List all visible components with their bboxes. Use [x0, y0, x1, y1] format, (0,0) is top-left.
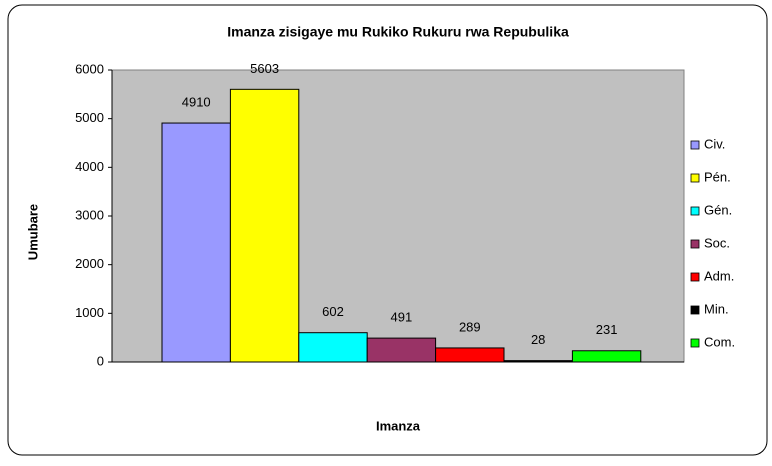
bar	[503, 360, 573, 363]
y-tick-label: 0	[97, 353, 104, 368]
bar	[435, 347, 505, 363]
legend-label: Soc.	[704, 235, 730, 250]
bar	[229, 88, 300, 363]
bar	[571, 350, 642, 363]
y-tick-label: 6000	[75, 61, 104, 76]
data-label: 289	[459, 319, 481, 334]
legend-swatch	[690, 338, 700, 348]
y-tick-label: 4000	[75, 159, 104, 174]
y-tick-label: 2000	[75, 256, 104, 271]
bar	[161, 122, 231, 363]
y-tick-label: 1000	[75, 305, 104, 320]
y-tick-label: 3000	[75, 207, 104, 222]
data-label: 28	[531, 332, 545, 347]
legend-swatch	[690, 140, 700, 150]
data-label: 602	[322, 304, 344, 319]
chart-title: Imanza zisigaye mu Rukiko Rukuru rwa Rep…	[227, 24, 569, 40]
legend-swatch	[690, 173, 700, 183]
legend-label: Adm.	[704, 268, 734, 283]
legend-label: Gén.	[704, 202, 732, 217]
legend-swatch	[690, 206, 700, 216]
legend-swatch	[690, 239, 700, 249]
legend-label: Pén.	[704, 169, 731, 184]
bar	[366, 337, 437, 363]
legend-label: Civ.	[704, 136, 725, 151]
data-label: 4910	[182, 94, 211, 109]
y-axis-title: Umubare	[25, 204, 40, 260]
data-label: 491	[391, 310, 413, 325]
y-tick-label: 5000	[75, 110, 104, 125]
data-label: 5603	[250, 61, 279, 76]
x-axis-title: Imanza	[376, 418, 421, 433]
bar	[298, 332, 368, 363]
legend-label: Min.	[704, 301, 729, 316]
legend-label: Com.	[704, 334, 735, 349]
legend-swatch	[690, 272, 700, 282]
legend-swatch	[690, 305, 700, 315]
data-label: 231	[596, 322, 618, 337]
